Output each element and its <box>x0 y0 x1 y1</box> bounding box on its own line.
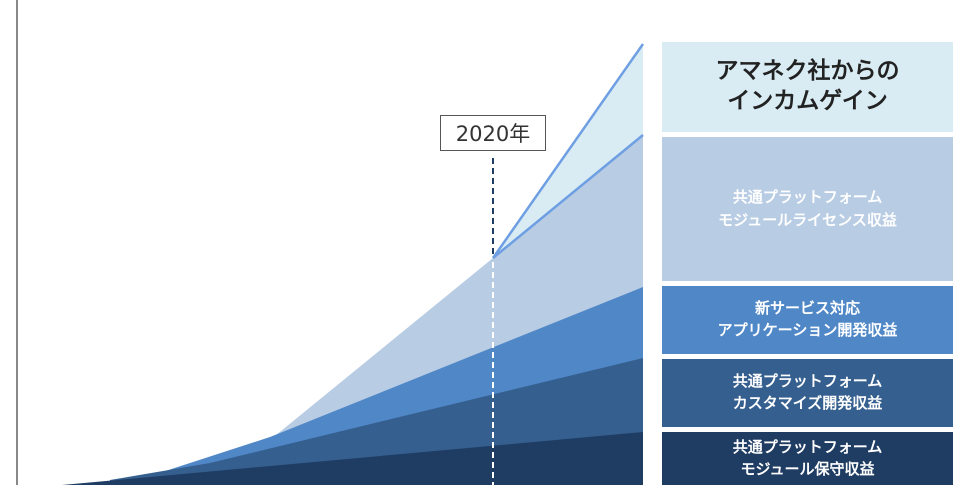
legend-maintenance-line-2: モジュール保守収益 <box>740 459 875 478</box>
growth-line-upper <box>491 43 645 259</box>
legend-customize-box: 共通プラットフォーム カスタマイズ開発収益 <box>662 359 953 427</box>
area-maintenance <box>62 432 643 485</box>
year-marker-text: 2020年 <box>455 122 531 146</box>
legend-customize-line-2: カスタマイズ開発収益 <box>732 394 883 412</box>
legend-new-service-line-1: 新サービス対応 <box>754 299 860 318</box>
legend-maintenance-box: 共通プラットフォーム モジュール保守収益 <box>662 432 953 485</box>
legend-new-service-box: 新サービス対応 アプリケーション開発収益 <box>662 286 953 354</box>
legend-income-line-2: インカムゲイン <box>727 88 888 114</box>
legend-license-box: 共通プラットフォーム モジュールライセンス収益 <box>662 137 953 281</box>
legend-maintenance-line-1: 共通プラットフォーム <box>732 437 883 456</box>
legend-license-line-1: 共通プラットフォーム <box>732 187 883 206</box>
year-marker-label: 2020年 <box>440 115 546 151</box>
legend-income-line-1: アマネク社からの <box>715 58 900 85</box>
legend-income-box: アマネク社からの インカムゲイン <box>662 42 953 132</box>
legend-customize-line-1: 共通プラットフォーム <box>732 372 883 391</box>
legend-license-line-2: モジュールライセンス収益 <box>718 211 897 229</box>
legend-new-service-line-2: アプリケーション開発収益 <box>717 321 898 339</box>
growth-line-lower <box>492 134 644 259</box>
